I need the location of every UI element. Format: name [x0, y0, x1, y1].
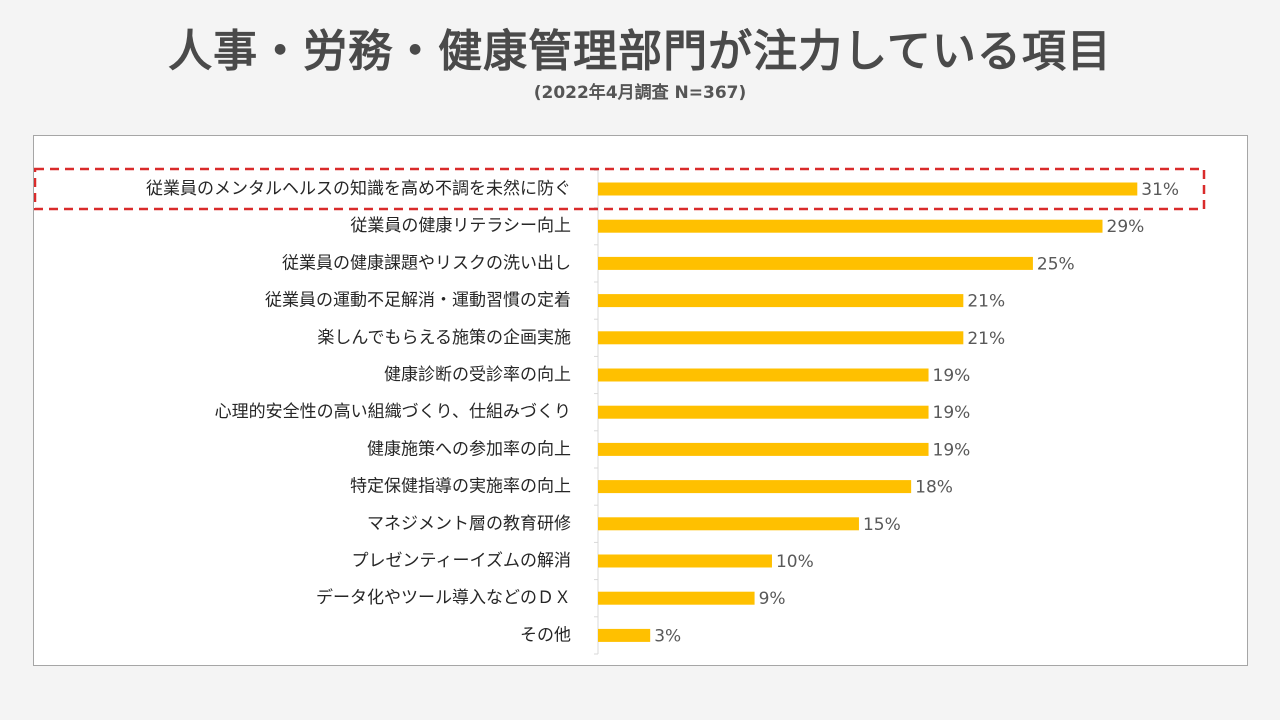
chart-subtitle: (2022年4月調査 N=367): [533, 83, 747, 103]
category-label: 従業員の健康課題やリスクの洗い出し: [282, 253, 571, 273]
bar: [598, 294, 964, 308]
category-label: 特定保健指導の実施率の向上: [350, 477, 571, 497]
chart-title: 人事・労務・健康管理部門が注力している項目: [168, 26, 1112, 77]
category-labels: 従業員のメンタルヘルスの知識を高め不調を未然に防ぐ従業員の健康リテラシー向上従業…: [146, 179, 571, 645]
category-label: 従業員の運動不足解消・運動習慣の定着: [265, 291, 571, 311]
bar: [598, 331, 964, 345]
value-label: 29%: [1107, 217, 1145, 237]
value-label: 3%: [654, 626, 681, 646]
value-labels: 31% 29% 25% 21% 21% 19% 19% 19% 18% 15% 10% 9% 3%: [654, 180, 1179, 646]
value-label: 15%: [863, 515, 901, 535]
bar: [598, 442, 929, 456]
category-label: 従業員の健康リテラシー向上: [350, 216, 571, 236]
bar: [598, 256, 1033, 270]
category-label: その他: [520, 625, 571, 645]
category-label: 楽しんでもらえる施策の企画実施: [317, 328, 571, 348]
bar: [598, 182, 1138, 196]
category-label: 心理的安全性の高い組織づくり、仕組みづくり: [215, 402, 571, 422]
category-label: 従業員のメンタルヘルスの知識を高め不調を未然に防ぐ: [146, 179, 571, 199]
bar: [598, 554, 772, 568]
bars: [598, 182, 1138, 642]
category-label: 健康診断の受診率の向上: [384, 365, 571, 385]
axis-ticks: [594, 169, 598, 655]
bar: [598, 628, 651, 642]
value-label: 21%: [967, 292, 1005, 312]
value-label: 9%: [759, 589, 786, 609]
chart-area: 従業員のメンタルヘルスの知識を高め不調を未然に防ぐ従業員の健康リテラシー向上従業…: [33, 135, 1248, 666]
value-label: 19%: [933, 440, 971, 460]
bar: [598, 480, 912, 494]
bar: [598, 405, 929, 419]
category-label: 健康施策への参加率の向上: [367, 439, 571, 459]
value-label: 19%: [933, 403, 971, 423]
category-label: プレゼンティーイズムの解消: [352, 551, 571, 571]
category-label: データ化やツール導入などのＤＸ: [316, 587, 571, 608]
category-label: マネジメント層の教育研修: [367, 514, 571, 534]
value-label: 19%: [933, 366, 971, 386]
value-label: 25%: [1037, 254, 1075, 274]
bar: [598, 591, 755, 605]
bar-chart: 従業員のメンタルヘルスの知識を高め不調を未然に防ぐ従業員の健康リテラシー向上従業…: [34, 167, 1206, 655]
bar: [598, 219, 1103, 233]
value-label: 10%: [776, 552, 814, 572]
highlight-box: [34, 167, 1206, 211]
bar: [598, 517, 859, 531]
value-label: 31%: [1141, 180, 1179, 200]
value-label: 18%: [915, 478, 953, 498]
value-label: 21%: [967, 329, 1005, 349]
bar: [598, 368, 929, 382]
